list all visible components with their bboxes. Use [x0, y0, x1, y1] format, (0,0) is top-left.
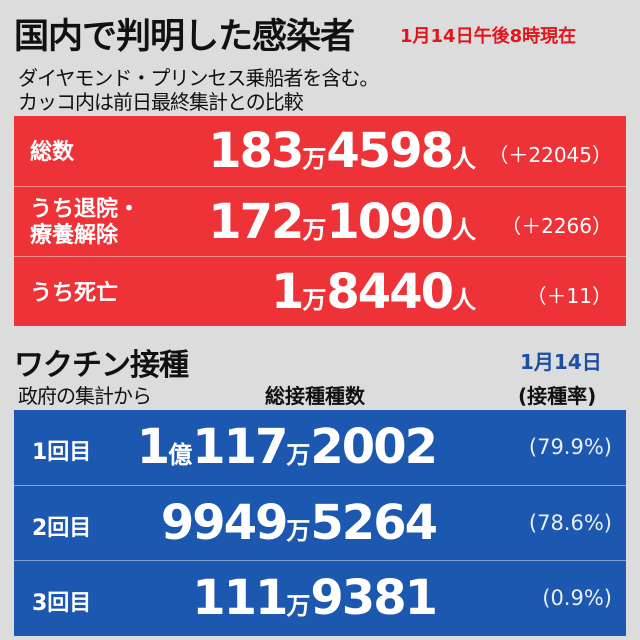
vaccine-date: 1月14日: [520, 350, 602, 374]
row-recovered: うち退院・ 療養解除 172万1090人 （＋2266）: [14, 186, 626, 257]
diff-total: （＋22045）: [488, 143, 612, 167]
row-total-cases: 総数 183万4598人 （＋22045）: [14, 116, 626, 186]
value-recovered: 172万1090人: [208, 194, 476, 250]
row-dose-3: 3回目 111万9381 (0.9%): [14, 560, 626, 636]
vaccine-title: ワクチン接種: [14, 348, 189, 383]
rate-dose-1: (79.9%): [528, 435, 612, 459]
label-recovered: うち退院・ 療養解除: [30, 197, 141, 248]
vaccine-column-total: 総接種種数: [265, 384, 365, 408]
value-dose-3: 111万9381: [192, 570, 438, 626]
vaccine-column-rate: (接種率): [518, 384, 597, 408]
infection-panel: 総数 183万4598人 （＋22045） うち退院・ 療養解除 172万1090…: [14, 116, 626, 326]
value-dose-2: 9949万5264: [160, 495, 438, 551]
row-dose-1: 1回目 1億117万2002 (79.9%): [14, 410, 626, 485]
timestamp: 1月14日午後8時現在: [400, 26, 577, 47]
note-scope: ダイヤモンド・プリンセス乗船者を含む。: [18, 66, 379, 90]
label-dose-3: 3回目: [32, 591, 92, 616]
label-deaths: うち死亡: [30, 281, 119, 306]
value-deaths: 1万8440人: [271, 264, 476, 320]
diff-recovered: （＋2266）: [501, 214, 612, 238]
row-deaths: うち死亡 1万8440人 （＋11）: [14, 256, 626, 327]
vaccine-panel: 1回目 1億117万2002 (79.9%) 2回目 9949万5264 (78…: [14, 410, 626, 636]
value-dose-1: 1億117万2002: [136, 419, 438, 475]
label-dose-1: 1回目: [32, 440, 92, 465]
vaccine-source: 政府の集計から: [18, 384, 152, 408]
value-total: 183万4598人: [208, 123, 476, 179]
row-dose-2: 2回目 9949万5264 (78.6%): [14, 485, 626, 561]
note-comparison: カッコ内は前日最終集計との比較: [18, 90, 304, 114]
label-dose-2: 2回目: [32, 516, 92, 541]
page-title: 国内で判明した感染者: [14, 17, 355, 57]
rate-dose-3: (0.9%): [542, 586, 612, 610]
rate-dose-2: (78.6%): [528, 511, 612, 535]
diff-deaths: （＋11）: [526, 284, 612, 308]
label-total: 総数: [30, 140, 75, 165]
